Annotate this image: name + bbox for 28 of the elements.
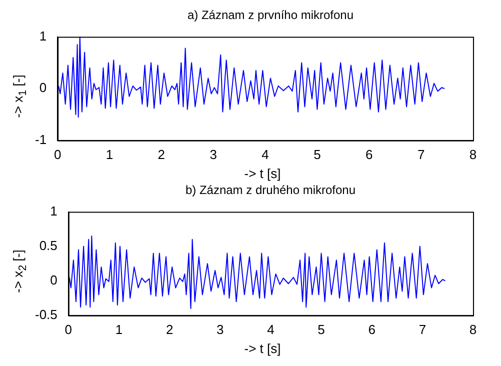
x-tick-label: 4	[267, 322, 274, 337]
x-tick-label: 5	[318, 322, 325, 337]
x-tick-label: 5	[314, 146, 321, 162]
y-tick-label: 1	[50, 203, 58, 218]
x-tick-label: 3	[216, 322, 224, 337]
x-tick-label: 8	[469, 322, 477, 337]
x-tick-label: 8	[469, 146, 477, 162]
y-tick-label: -0.5	[34, 306, 58, 322]
x-tick-label: 4	[262, 146, 269, 162]
x-tick-label: 2	[158, 146, 166, 162]
x-tick-label: 6	[368, 322, 376, 337]
x-axis-title: -> t [s]	[243, 166, 282, 181]
x-axis-title: -> t [s]	[243, 341, 282, 356]
chart-title: b) Záznam z druhého mikrofonu	[184, 183, 357, 199]
y-tick-label: 1	[39, 28, 47, 44]
y-tick-label: 0	[39, 80, 47, 96]
x-tick-label: 1	[115, 322, 123, 337]
x-tick-label: 2	[166, 322, 174, 337]
x-tick-label: 7	[418, 322, 426, 337]
x-tick-label: 7	[417, 146, 425, 162]
x-tick-label: 3	[210, 146, 217, 162]
y-tick-label: -1	[34, 132, 47, 147]
x-tick-label: 0	[64, 322, 72, 337]
y-tick-label: 0.5	[39, 238, 58, 253]
x-tick-label: 1	[106, 146, 114, 162]
chart-title: a) Záznam z prvního mikrofonu	[186, 8, 355, 24]
x-tick-label: 6	[366, 146, 373, 162]
y-tick-label: 0	[50, 272, 58, 288]
